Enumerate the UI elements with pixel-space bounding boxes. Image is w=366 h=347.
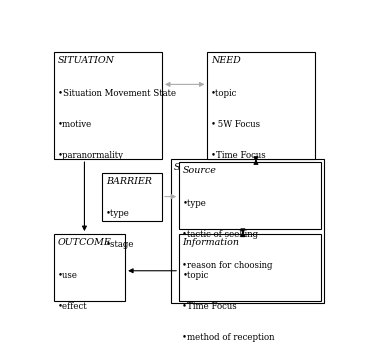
Bar [54,234,125,301]
Bar [208,52,315,159]
Text: Source: Source [183,166,216,175]
Bar [179,234,321,301]
Bar [179,162,321,229]
Text: SITUATION: SITUATION [58,56,115,65]
Text: SEEKING: SEEKING [174,163,221,172]
Text: •reason for choosing: •reason for choosing [183,261,273,270]
Text: •motive: •motive [58,120,92,129]
Bar [171,159,324,304]
Text: •effect: •effect [58,302,87,311]
Text: •stage: •stage [106,240,134,249]
Text: •topic: •topic [183,271,209,280]
Text: •Situation Movement State: •Situation Movement State [58,89,176,98]
Bar [102,172,162,221]
Text: •paranormality: •paranormality [58,151,124,160]
Text: •topic: •topic [211,89,237,98]
Text: •use: •use [58,271,78,280]
Text: BARRIER: BARRIER [106,177,152,186]
Text: •Time Focus: •Time Focus [183,302,237,311]
Text: •tactic of seeking: •tactic of seeking [183,230,259,239]
Text: •type: •type [183,199,206,208]
Bar [54,52,162,159]
Text: Information: Information [183,238,239,247]
Text: •Time Focus: •Time Focus [211,151,266,160]
Text: •method of reception: •method of reception [183,333,275,342]
Text: • 5W Focus: • 5W Focus [211,120,260,129]
Text: NEED: NEED [211,56,240,65]
Text: •type: •type [106,209,130,218]
Text: OUTCOME: OUTCOME [58,238,111,247]
